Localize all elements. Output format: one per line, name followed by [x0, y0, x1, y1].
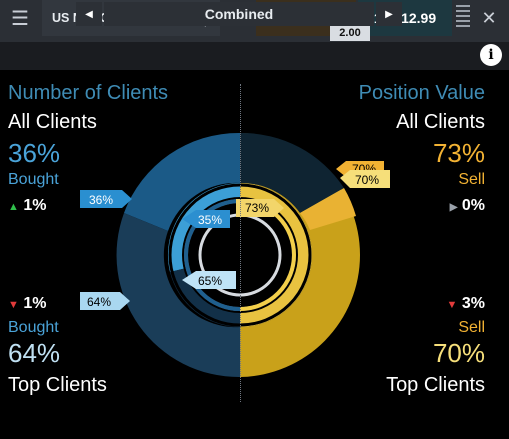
left-inner-tag-top: 35% — [182, 210, 230, 228]
left-all-side: Bought — [8, 171, 59, 188]
left-all-change: ▲ 1% — [8, 197, 47, 214]
neutral-arrow-icon: ▶ — [449, 202, 458, 213]
spread-badge: 2.00 — [330, 25, 370, 41]
right-top-side: Sell — [458, 319, 485, 336]
left-top-pct: 64% — [8, 338, 61, 368]
right-all-change: ▶ 0% — [449, 197, 485, 214]
svg-text:64%: 64% — [87, 295, 111, 309]
right-all-clients-label: All Clients — [396, 111, 485, 133]
menu-icon[interactable]: ☰ — [0, 0, 40, 36]
view-selector[interactable]: Combined — [104, 2, 374, 26]
left-top-clients-label: Top Clients — [8, 374, 107, 396]
right-all-pct: 73% — [432, 138, 485, 168]
next-view-button[interactable]: ▶ — [376, 2, 402, 26]
center-divider — [240, 84, 241, 402]
svg-text:73%: 73% — [245, 201, 269, 215]
right-top-clients-label: Top Clients — [386, 374, 485, 396]
down-arrow-icon: ▼ — [8, 299, 19, 311]
right-outer-tag: 70% — [340, 170, 390, 188]
right-title: Position Value — [358, 82, 485, 104]
svg-text:36%: 36% — [89, 193, 113, 207]
right-outer-buy-segment — [240, 132, 344, 213]
close-icon[interactable]: ✕ — [481, 7, 497, 28]
left-outer-tag-bottom: 64% — [80, 292, 130, 310]
left-all-clients-label: All Clients — [8, 111, 97, 133]
svg-text:65%: 65% — [198, 274, 222, 288]
left-inner-tag-bottom: 65% — [182, 271, 236, 289]
previous-view-button[interactable]: ◀ — [76, 2, 102, 26]
info-icon[interactable]: i — [480, 44, 502, 66]
right-top-change: ▼ 3% — [446, 295, 485, 312]
left-top-change: ▼ 1% — [8, 295, 47, 312]
left-outer-all-bought-segment — [124, 132, 240, 231]
left-top-side: Bought — [8, 319, 59, 336]
down-arrow-icon: ▼ — [446, 299, 458, 311]
right-inner-tag: 73% — [236, 199, 284, 217]
right-top-pct: 70% — [432, 338, 485, 368]
left-outer-all-sold-segment — [116, 213, 240, 378]
view-selector-bar — [0, 42, 509, 70]
left-outer-tag: 36% — [80, 190, 132, 208]
right-all-side: Sell — [458, 171, 485, 188]
svg-text:35%: 35% — [198, 213, 222, 227]
drag-handle-icon[interactable] — [456, 2, 470, 34]
svg-text:70%: 70% — [355, 173, 379, 187]
right-outer-sell-top-segment — [300, 188, 356, 230]
left-title: Number of Clients — [8, 82, 169, 104]
up-arrow-icon: ▲ — [8, 201, 19, 213]
left-all-pct: 36% — [8, 138, 61, 168]
